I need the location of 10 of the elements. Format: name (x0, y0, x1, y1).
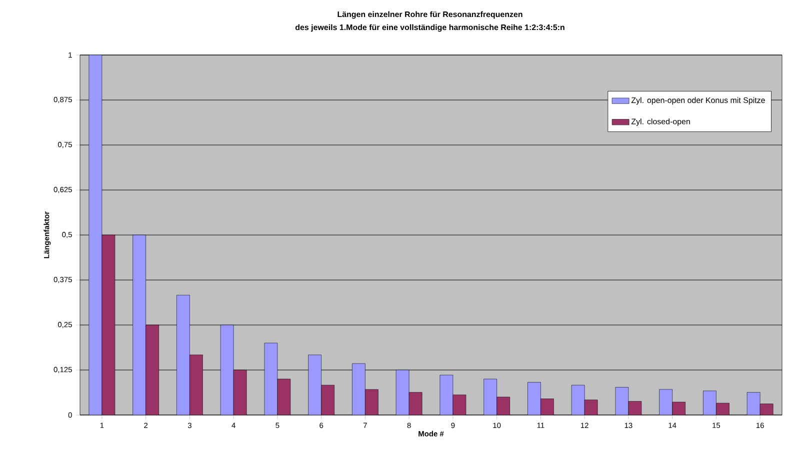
bar (496, 396, 510, 415)
bar (102, 234, 116, 415)
bar (146, 324, 159, 415)
bar (277, 378, 291, 415)
bar (321, 384, 334, 415)
bar (540, 398, 554, 415)
bar (408, 392, 422, 415)
bar (233, 370, 247, 415)
bar (365, 389, 378, 415)
bar (190, 354, 203, 415)
